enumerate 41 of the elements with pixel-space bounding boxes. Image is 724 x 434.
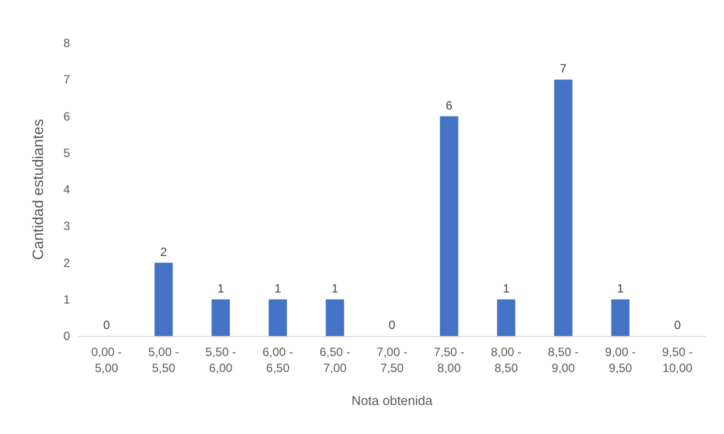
bar	[268, 299, 287, 336]
x-tick-label: 7,50 - 8,00	[434, 345, 464, 375]
bar	[497, 299, 516, 336]
x-tick-label: 6,00 - 6,50	[262, 345, 294, 375]
bar	[554, 80, 572, 336]
y-tick-label: 1	[63, 292, 70, 306]
y-tick-label: 3	[63, 219, 70, 234]
y-axis-title: Cantidad estudiantes	[30, 119, 47, 260]
data-label: 1	[502, 281, 510, 296]
x-tick-label: 5,00 - 5,50	[148, 345, 179, 375]
data-label: 1	[617, 281, 624, 296]
x-tick-label: 8,00 - 8,50	[490, 345, 522, 375]
y-tick-label: 6	[63, 109, 70, 124]
x-tick-label: 5,50 - 6,00	[205, 345, 236, 375]
x-tick-label: 9,50 - 10,00	[662, 345, 693, 375]
x-tick-label: 8,50 - 9,00	[548, 345, 579, 375]
y-tick-label: 4	[63, 182, 70, 196]
data-label: 6	[446, 98, 453, 112]
y-tick-label: 8	[63, 36, 70, 50]
y-tick-label: 0	[63, 329, 70, 343]
y-tick-label: 5	[63, 146, 70, 160]
data-label: 7	[560, 62, 567, 76]
x-tick-label: 0,00 - 5,00	[91, 345, 122, 375]
x-tick-label: 9,00 - 9,50	[605, 345, 636, 375]
bar	[154, 262, 173, 336]
bar	[611, 299, 630, 336]
data-label: 2	[160, 244, 168, 259]
y-tick-label: 7	[63, 72, 70, 87]
bar	[440, 116, 458, 336]
x-axis-title: Nota obtenida	[352, 393, 434, 408]
data-label: 1	[332, 281, 339, 296]
x-tick-label: 6,50 - 7,00	[320, 345, 350, 375]
bar	[212, 299, 230, 336]
data-label: 0	[674, 318, 682, 332]
data-label: 0	[388, 318, 396, 332]
data-label: 1	[217, 281, 224, 296]
y-tick-label: 2	[63, 256, 70, 270]
x-tick-label: 7,00 - 7,50	[376, 345, 408, 375]
data-label: 0	[103, 318, 110, 332]
bar	[326, 299, 344, 336]
data-label: 1	[274, 281, 282, 296]
